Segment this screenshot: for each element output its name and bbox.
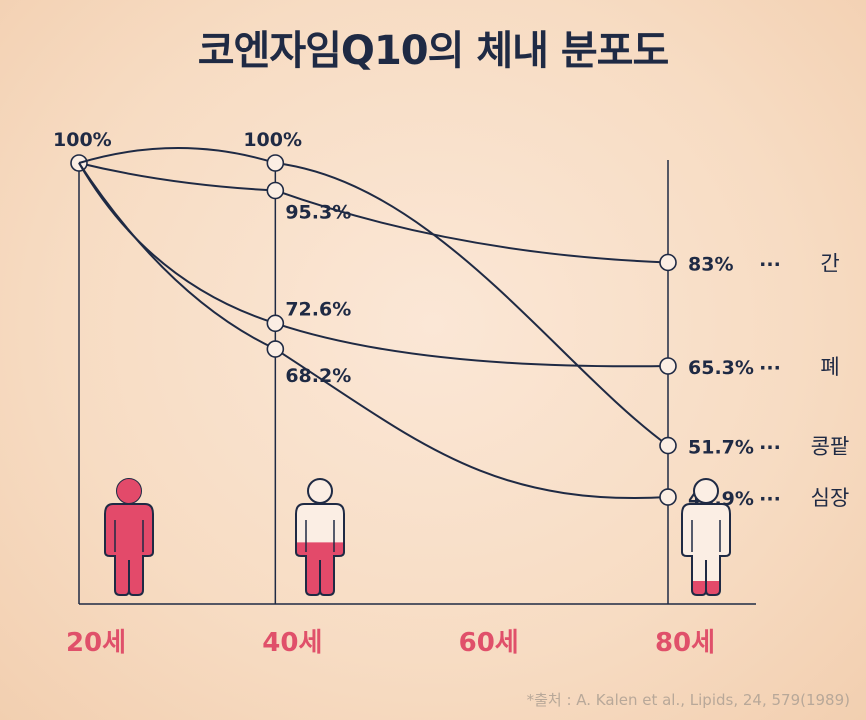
- data-point: [266, 181, 285, 200]
- data-point: [266, 340, 285, 358]
- data-label: 95.3%: [285, 201, 351, 223]
- data-point: [659, 357, 677, 375]
- person-body-outline: [104, 503, 154, 596]
- legend-entry: 폐: [820, 355, 839, 379]
- legend-separator: ···: [759, 253, 781, 275]
- legend-entry: 콩팥: [811, 435, 850, 459]
- data-label: 72.6%: [285, 298, 351, 320]
- person-figure: [681, 478, 731, 596]
- person-fill-level: [105, 479, 153, 595]
- legend-separator: ···: [759, 357, 781, 379]
- data-label: 65.3%: [688, 357, 754, 379]
- person-head-outline: [307, 478, 333, 504]
- chart-title: 코엔자임Q10의 체내 분포도: [197, 28, 670, 74]
- x-tick-label: 40세: [262, 628, 322, 658]
- series-line-간: [78, 162, 669, 264]
- person-body-outline: [295, 503, 345, 596]
- data-label: 100%: [53, 129, 112, 151]
- data-label: 68.2%: [285, 365, 351, 387]
- data-point: [266, 154, 285, 172]
- series-line-폐: [78, 162, 669, 368]
- person-head-fill: [117, 479, 141, 503]
- person-body-outline: [681, 503, 731, 596]
- legend-entry: 심장: [811, 486, 850, 510]
- data-point: [266, 314, 285, 333]
- person-body-fill: [105, 504, 153, 595]
- data-label: 51.7%: [688, 437, 754, 459]
- data-point: [659, 436, 677, 455]
- series-line-심장: [78, 162, 669, 499]
- legend-separator: ···: [759, 488, 781, 510]
- data-point: [659, 253, 677, 272]
- series-line-콩팥: [78, 147, 669, 447]
- data-label: 100%: [243, 129, 302, 151]
- person-figure: [104, 478, 154, 596]
- person-figure: [295, 478, 345, 596]
- x-tick-label: 80세: [655, 628, 715, 658]
- legend-entry: 간: [820, 251, 839, 275]
- source-citation: *출처 : A. Kalen et al., Lipids, 24, 579(1…: [526, 691, 850, 709]
- person-head-outline: [693, 478, 719, 504]
- x-tick-label: 20세: [66, 628, 126, 658]
- data-label: 83%: [688, 253, 733, 275]
- data-point: [659, 488, 677, 506]
- x-tick-label: 60세: [459, 628, 519, 658]
- person-body-bg: [682, 504, 730, 595]
- legend-separator: ···: [759, 437, 781, 459]
